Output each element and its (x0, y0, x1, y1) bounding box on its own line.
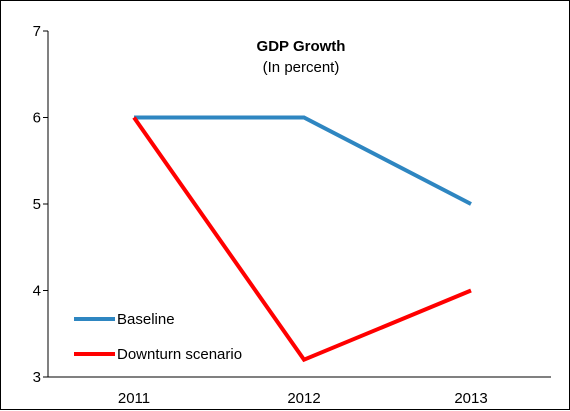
y-tick-label: 5 (33, 196, 41, 213)
x-tick-label: 2011 (118, 390, 150, 407)
legend-label: Baseline (117, 311, 175, 328)
chart-subtitle: (In percent) (263, 59, 340, 76)
y-tick-label: 4 (33, 283, 41, 300)
x-tick-label: 2013 (454, 390, 487, 407)
legend: Baseline Downturn scenario (74, 311, 242, 363)
series-line-downturn-scenario (132, 116, 472, 363)
y-tick-label: 3 (33, 369, 41, 386)
y-tick-label: 7 (33, 23, 41, 40)
legend-label: Downturn scenario (117, 346, 242, 363)
y-tick-label: 6 (33, 110, 41, 127)
series-line-baseline (134, 115, 472, 206)
series-layer (132, 115, 472, 363)
chart-title: GDP Growth (257, 38, 346, 55)
y-axis-ticks: 3 4 5 6 7 (33, 23, 48, 386)
x-tick-label: 2012 (287, 390, 320, 407)
x-axis-ticks: 2011 2012 2013 (118, 390, 488, 407)
